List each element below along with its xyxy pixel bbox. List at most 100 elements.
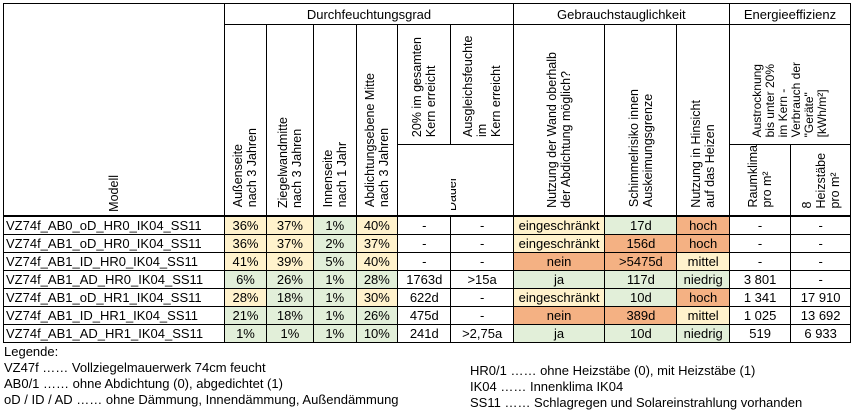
legend-item: SS11 …… Schlagregen und Solareinstrahlun… (470, 395, 803, 410)
cell-heizstaebe: - (790, 233, 851, 253)
table-row: VZ74f_AB1_oD_HR1_IK04_SS11 28% 18% 1% 30% 622… (2, 287, 851, 307)
header-ziegelwandmitte: Ziegelwandmitte nach 3 Jahren (265, 23, 315, 217)
cell-abd: 30% (355, 287, 399, 307)
cell-kern20: 475d (397, 305, 452, 325)
cell-modell: VZ74f_AB1_AD_HR0_IK04_SS11 (2, 269, 226, 289)
cell-heizen: hoch (676, 233, 730, 253)
table-row: VZ74f_AB1_oD_HR0_IK04_SS11 36% 37% 2% 37% - - e… (2, 233, 851, 253)
cell-aussen: 36% (224, 214, 267, 235)
header-raumklima: Raumklima pro m² (728, 143, 792, 217)
cell-modell: VZ74f_AB0_oD_HR0_IK04_SS11 (2, 214, 226, 235)
legend-item: HR0/1 …… ohne Heizstäbe (0), mit Heizstä… (470, 363, 756, 378)
cell-abd: 40% (355, 214, 399, 235)
cell-schimmel: 117d (604, 269, 678, 289)
cell-nutzung-wand: eingeschränkt (512, 233, 606, 253)
cell-heizstaebe: 6 933 (790, 323, 851, 343)
legend-title: Legende: (4, 344, 59, 359)
cell-heizen: hoch (676, 287, 730, 307)
cell-kern20: - (397, 251, 452, 271)
cell-nutzung-wand: nein (512, 251, 606, 271)
cell-nutzung-wand: nein (512, 305, 606, 325)
cell-ziegel: 39% (265, 251, 315, 271)
cell-schimmel: 389d (604, 305, 678, 325)
cell-aussen: 36% (224, 233, 267, 253)
cell-ausgleich: - (450, 214, 514, 235)
header-kern-20: 20% im gesamten Kern erreicht (397, 24, 452, 145)
cell-aussen: 28% (224, 287, 267, 307)
cell-aussen: 6% (224, 269, 267, 289)
table-row: VZ74f_AB1_AD_HR1_IK04_SS11 1% 1% 1% 10% 241d >… (2, 323, 851, 343)
cell-raumklima: - (728, 214, 792, 235)
cell-heizen: niedrig (676, 323, 730, 343)
cell-kern20: 241d (397, 323, 452, 343)
header-schimmelrisiko: Schimmelrisiko innen Auskeimungsgrenze (604, 23, 678, 217)
cell-modell: VZ74f_AB1_oD_HR1_IK04_SS11 (2, 287, 226, 307)
cell-ausgleich: - (450, 305, 514, 325)
cell-aussen: 41% (224, 251, 267, 271)
header-heizstaebe: 8 Heizstäbe pro m² (790, 143, 851, 217)
cell-innen: 1% (313, 269, 357, 289)
cell-nutzung-wand: ja (512, 269, 606, 289)
cell-kern20: 622d (397, 287, 452, 307)
cell-heizstaebe: - (790, 214, 851, 235)
legend-item: IK04 …… Innenklima IK04 (470, 379, 624, 394)
cell-aussen: 21% (224, 305, 267, 325)
cell-heizen: mittel (676, 251, 730, 271)
cell-abd: 26% (355, 305, 399, 325)
table-row: VZ74f_AB0_oD_HR0_IK04_SS11 36% 37% 1% 40% - - e… (2, 214, 851, 235)
cell-modell: VZ74f_AB1_AD_HR1_IK04_SS11 (2, 323, 226, 343)
cell-heizstaebe: 13 692 (790, 305, 851, 325)
cell-heizen: mittel (676, 305, 730, 325)
cell-raumklima: 1 341 (728, 287, 792, 307)
cell-modell: VZ74f_AB1_ID_HR1_IK04_SS11 (2, 305, 226, 325)
cell-innen: 2% (313, 233, 357, 253)
cell-ausgleich: - (450, 233, 514, 253)
header-aussenseite: Außenseite nach 3 Jahren (224, 23, 267, 217)
cell-nutzung-wand: eingeschränkt (512, 287, 606, 307)
results-table: Modell Durchfeuchtungsgrad Gebrauchstaug… (2, 2, 851, 343)
group-gebrauchstauglichkeit: Gebrauchstauglichkeit (512, 3, 730, 25)
cell-heizen: hoch (676, 214, 730, 235)
table-row: VZ74f_AB1_ID_HR1_IK04_SS11 21% 18% 1% 26% 475… (2, 305, 851, 325)
table-row: VZ74f_AB1_AD_HR0_IK04_SS11 6% 26% 1% 28% 1763… (2, 269, 851, 289)
cell-ziegel: 37% (265, 233, 315, 253)
cell-ausgleich: - (450, 287, 514, 307)
cell-innen: 1% (313, 323, 357, 343)
cell-innen: 1% (313, 214, 357, 235)
cell-kern20: - (397, 214, 452, 235)
cell-modell: VZ74f_AB1_oD_HR0_IK04_SS11 (2, 233, 226, 253)
cell-schimmel: 10d (604, 287, 678, 307)
model-header: Modell (2, 2, 226, 217)
cell-heizstaebe: - (790, 269, 851, 289)
cell-schimmel: 17d (604, 214, 678, 235)
table-row: VZ74f_AB1_ID_HR0_IK04_SS11 41% 39% 5% 40% - - n… (2, 251, 851, 271)
cell-abd: 40% (355, 251, 399, 271)
cell-schimmel: >5475d (604, 251, 678, 271)
cell-kern20: - (397, 233, 452, 253)
cell-ziegel: 1% (265, 323, 315, 343)
header-nutzung-heizen: Nutzung in Hinsicht auf das Heizen (676, 23, 730, 217)
header-ausgleichsfeuchte: Ausgleichsfeuchte im Kern erreicht (450, 24, 514, 145)
cell-aussen: 1% (224, 323, 267, 343)
cell-ausgleich: >15a (450, 269, 514, 289)
group-energieeffizienz: Energieeffizienz (728, 3, 851, 25)
header-austrocknung: Austrocknung bis unter 20% im Kern - Ver… (728, 24, 851, 145)
legend-item: oD / ID / AD …… ohne Dämmung, Innendämmu… (4, 392, 399, 407)
group-durchfeuchtungsgrad: Durchfeuchtungsgrad (224, 3, 514, 25)
cell-ausgleich: - (450, 251, 514, 271)
cell-innen: 5% (313, 251, 357, 271)
cell-raumklima: - (728, 233, 792, 253)
cell-ziegel: 26% (265, 269, 315, 289)
header-dauer-spacer (397, 143, 451, 217)
cell-kern20: 1763d (397, 269, 452, 289)
legend-left: Legende: VZ47f …… Vollziegelmauerwerk 74… (4, 344, 399, 408)
cell-nutzung-wand: ja (512, 323, 606, 343)
cell-modell: VZ74f_AB1_ID_HR0_IK04_SS11 (2, 251, 226, 271)
cell-abd: 28% (355, 269, 399, 289)
cell-innen: 1% (313, 287, 357, 307)
cell-raumklima: 3 801 (728, 269, 792, 289)
cell-ziegel: 18% (265, 287, 315, 307)
header-abdichtungsebene: Abdichtungsebene Mitte nach 3 Jahren (355, 23, 399, 217)
cell-heizstaebe: 17 910 (790, 287, 851, 307)
cell-ausgleich: >2,75a (450, 323, 514, 343)
